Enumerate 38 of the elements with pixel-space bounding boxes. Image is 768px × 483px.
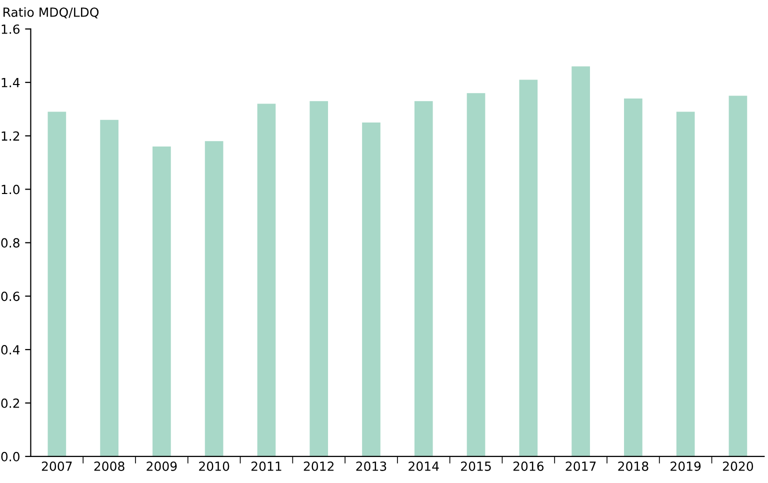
x-tick-label: 2011 [251,462,282,471]
bar [257,104,276,456]
bar [466,93,486,456]
bar [572,66,590,456]
x-tick-label: 2019 [670,462,701,471]
x-tick-label: 2015 [461,462,491,471]
y-tick-label: 1.2 [2,131,20,141]
y-tick-label: 1.0 [2,184,20,194]
x-tick-label: 2007 [42,462,72,471]
y-tick-label: 0.8 [1,238,20,248]
bar [624,98,642,456]
x-tick-label: 2016 [513,462,544,471]
x-tick-label: 2008 [94,462,124,471]
bar [676,112,695,456]
bar [414,101,433,456]
bar [310,101,328,456]
bar [362,122,380,456]
y-tick-label: 0.6 [1,292,20,302]
x-tick-label: 2009 [146,462,177,471]
x-tick-label: 2013 [356,462,386,471]
x-tick-label: 2012 [304,462,334,471]
bar [100,120,118,456]
y-tick-label: 0.0 [1,452,20,462]
bar [48,112,66,456]
y-tick-label: 0.2 [1,398,20,408]
bar [204,141,224,456]
x-tick-label: 2020 [722,462,754,471]
x-tick-label: 2010 [199,462,230,471]
bar [519,80,538,456]
x-tick-label: 2018 [618,462,648,471]
y-tick-label: 0.4 [1,345,20,354]
y-axis-title: Ratio MDQ/LDQ [4,7,99,18]
y-tick-label: 1.4 [2,78,20,88]
x-tick-label: 2017 [566,462,596,471]
y-tick-label: 1.6 [2,24,20,34]
bar [728,96,748,456]
x-tick-label: 2014 [408,462,439,471]
bar [152,146,171,456]
